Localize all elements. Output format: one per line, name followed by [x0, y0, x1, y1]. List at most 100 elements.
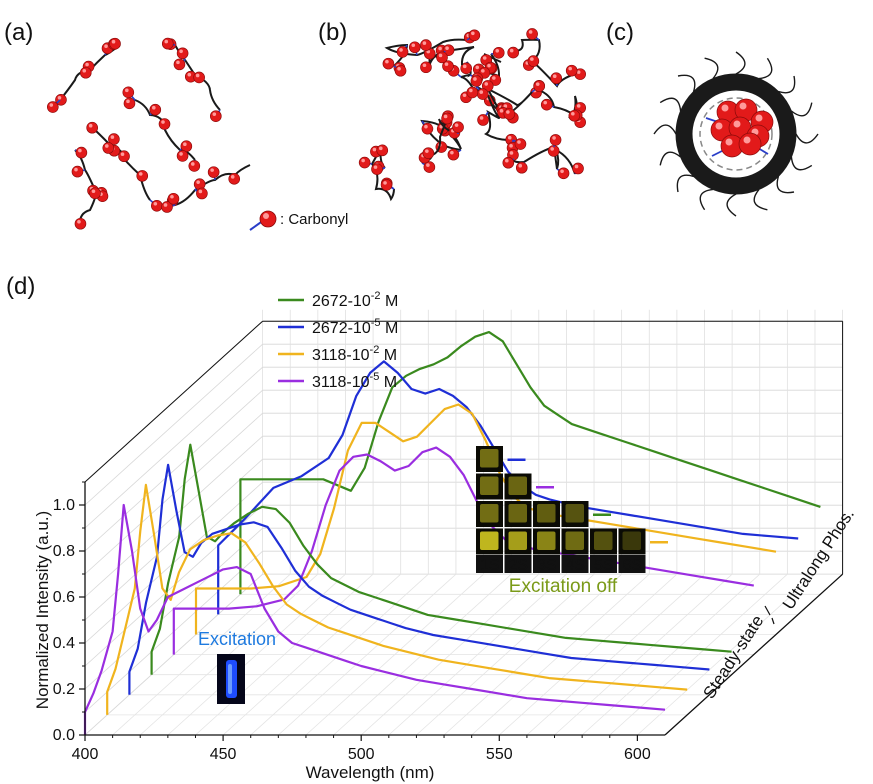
- micelle-hair: [659, 151, 682, 166]
- carbonyl-sphere: [358, 156, 371, 169]
- micelle-core-carbonyls: [705, 98, 774, 158]
- carbonyl-sphere: [193, 71, 205, 84]
- carbonyl-sphere-highlight: [568, 66, 572, 71]
- panel-label-d: (d): [6, 273, 35, 300]
- carbonyl-sphere: [86, 121, 98, 134]
- y-axis-title: Normalized Intensity (a.u.): [33, 511, 52, 709]
- inset-cell: [561, 501, 589, 527]
- carbonyl-sphere: [371, 163, 383, 175]
- series-line-2672-10-5-M-phos: [217, 360, 799, 615]
- inset-label-bg: [533, 555, 560, 573]
- carbonyl-sphere: [420, 39, 432, 51]
- carbonyl-sphere-highlight: [479, 116, 484, 120]
- carbonyl-sphere-highlight: [503, 104, 508, 108]
- carbonyl-sphere: [422, 147, 435, 159]
- carbonyl-sphere: [176, 47, 189, 60]
- carbonyl-sphere: [122, 86, 135, 99]
- legend-exponent: -2: [370, 344, 380, 356]
- carbonyl-sphere-highlight: [163, 203, 168, 207]
- panel-c-micelle: [653, 51, 819, 217]
- depth-separator-2: [771, 617, 775, 625]
- carbonyl-sphere-highlight: [104, 44, 108, 49]
- inset-time-label: 3S: [537, 557, 557, 574]
- micelle-hair: [776, 176, 795, 194]
- carbonyl-sphere: [89, 187, 101, 200]
- inset-time-label: 2S: [508, 557, 528, 574]
- carbonyl-sphere-highlight: [179, 152, 183, 156]
- legend-unit: M: [381, 293, 399, 310]
- carbonyl-sphere: [466, 86, 479, 99]
- inset-time-label: 1S: [480, 557, 500, 574]
- carbonyl-sphere: [421, 122, 434, 135]
- carbonyl-sphere-highlight: [88, 123, 93, 128]
- inset-label-bg: [618, 555, 646, 573]
- carbonyl-sphere-highlight: [111, 39, 116, 44]
- carbonyl-sphere-highlight: [161, 120, 165, 124]
- inset-vial: [537, 504, 556, 523]
- carbonyl-sphere: [118, 150, 130, 163]
- inset-vial: [565, 531, 584, 550]
- micelle-carbonyl-highlight: [739, 102, 747, 110]
- carbonyl-sphere-highlight: [528, 30, 533, 34]
- micelle-hair: [659, 97, 682, 112]
- carbonyl-sphere-highlight: [183, 142, 187, 147]
- carbonyl-sphere: [394, 64, 407, 77]
- carbonyl-sphere-highlight: [543, 100, 548, 105]
- panel-b-entangled-chains: [358, 28, 586, 202]
- carbonyl-sphere-highlight: [471, 31, 475, 36]
- micelle-hair: [704, 57, 719, 80]
- micelle-hair: [676, 174, 694, 193]
- inset-vial: [537, 531, 556, 550]
- depth-label-steady-state: Steady-state: [699, 612, 767, 702]
- excitation-vial-glow: [228, 664, 232, 694]
- carbonyl-sphere: [173, 58, 186, 71]
- carbonyl-sphere: [420, 61, 432, 74]
- carbonyl-sphere: [572, 162, 584, 175]
- carbonyl-sphere-highlight: [85, 62, 89, 67]
- top-left-edge: [84, 320, 263, 483]
- carbonyl-sphere-highlight: [484, 82, 489, 86]
- inset-label-bg: [504, 555, 532, 573]
- inset-vial: [480, 476, 499, 495]
- carbonyl-sphere-highlight: [550, 147, 554, 151]
- carbonyl-sphere-highlight: [104, 144, 109, 148]
- carbonyl-sphere-highlight: [153, 201, 158, 206]
- wall-gridline: [84, 458, 263, 621]
- carbonyl-sphere-highlight: [397, 66, 401, 71]
- carbonyl-sphere-highlight: [560, 169, 564, 174]
- micelle-core-boundary: [699, 97, 773, 171]
- carbonyl-sphere: [507, 46, 519, 59]
- carbonyl-sphere-highlight: [506, 110, 510, 114]
- carbonyl-sphere-highlight: [383, 181, 387, 185]
- legend-base: 2672-10: [312, 320, 371, 337]
- micelle-hair: [795, 133, 819, 144]
- carbonyl-sphere-highlight: [576, 104, 581, 108]
- carbonyl-sphere-highlight: [473, 77, 477, 81]
- carbonyl-sphere-highlight: [517, 140, 521, 144]
- y-tick-label: 0.8: [53, 543, 75, 560]
- carbonyl-sphere-highlight: [487, 63, 491, 68]
- x-tick-label: 450: [210, 746, 237, 763]
- y-tick-label: 0.2: [53, 681, 75, 698]
- inset-vial: [622, 531, 641, 550]
- micelle-carbonyl: [738, 132, 762, 156]
- carbonyl-sphere: [196, 187, 208, 200]
- carbonyl-sphere-highlight: [196, 180, 200, 184]
- wall-gridline: [84, 435, 263, 598]
- carbonyl-sphere: [380, 179, 393, 191]
- micelle-carbonyl-highlight: [721, 104, 729, 112]
- carbonyl-sphere-highlight: [454, 123, 459, 127]
- carbonyl-sphere-highlight: [82, 68, 87, 73]
- carbonyl-sphere: [568, 109, 581, 122]
- carbonyl-sphere-highlight: [481, 69, 485, 73]
- carbonyl-label: : Carbonyl: [280, 211, 348, 228]
- carbonyl-sphere-highlight: [74, 167, 78, 172]
- carbonyl-sphere-highlight: [120, 152, 125, 157]
- carbonyl-sphere: [176, 150, 189, 162]
- carbonyl-sphere-highlight: [179, 49, 183, 54]
- legend-base: 3118-10: [312, 374, 370, 391]
- carbonyl-sphere: [188, 160, 201, 172]
- wall-gridline: [84, 343, 263, 506]
- carbonyl-sphere-highlight: [530, 57, 534, 61]
